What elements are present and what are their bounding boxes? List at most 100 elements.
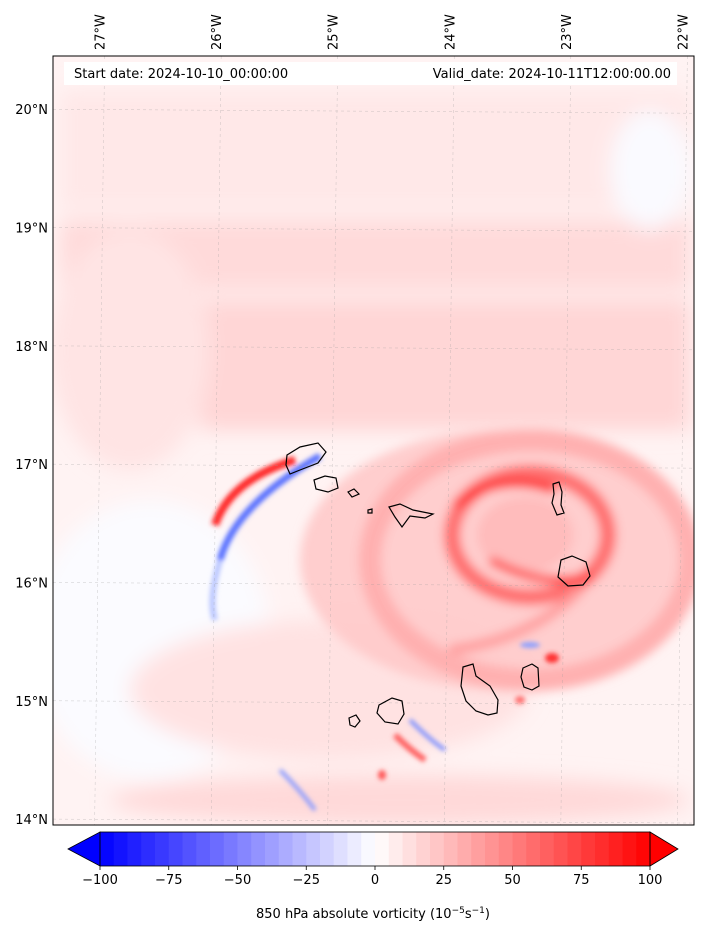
colorbar-segment <box>581 832 596 866</box>
island-brava <box>348 714 361 728</box>
lon-tick-label: 27°W <box>94 14 109 50</box>
bg-south-edge <box>110 775 690 825</box>
colorbar-segment <box>127 832 142 866</box>
red-spot-south <box>545 653 559 663</box>
bg-west-lobe <box>53 230 210 470</box>
gridline-lon <box>210 55 222 826</box>
colorbar-segment <box>388 832 404 866</box>
colorbar-ticks: −100 −75 −50 −25 0 25 50 75 100 <box>82 866 662 888</box>
lon-tick-label: 22°W <box>676 14 691 50</box>
gridline-lon <box>560 55 572 826</box>
colorbar-tick-label: 100 <box>638 873 663 888</box>
gridline-lon <box>677 55 688 826</box>
colorbar-segment <box>292 832 307 866</box>
colorbar-segment <box>196 832 211 866</box>
lat-tick-label: 20°N <box>15 103 48 118</box>
colorbar-segment <box>347 832 362 866</box>
gridline-lon <box>444 55 455 826</box>
colorbar-segments <box>100 832 651 866</box>
coastlines <box>285 442 591 728</box>
colorbar-segment <box>485 832 500 866</box>
lon-axis: 27°W 26°W 25°W 24°W 23°W 22°W <box>94 14 692 50</box>
island-fogo <box>376 697 405 725</box>
colorbar-tick-label: −75 <box>155 873 182 888</box>
valid-date-label: Valid_date: 2024-10-11T12:00:00.00 <box>433 67 671 82</box>
island-sal <box>551 481 565 516</box>
colorbar-tick-label: 25 <box>435 873 452 888</box>
lat-tick-label: 17°N <box>15 458 48 473</box>
island-santiago <box>460 663 499 716</box>
red-spot-east <box>515 696 525 704</box>
colorbar-segment <box>182 832 197 866</box>
red-spot-sw <box>378 770 386 780</box>
cyclone-core <box>477 497 573 573</box>
colorbar-segment <box>567 832 582 866</box>
blue-spot-east <box>520 642 540 648</box>
colorbar-segment <box>155 832 170 866</box>
gridline-lat <box>52 345 695 351</box>
cyclone-spiral-south <box>449 586 584 655</box>
gridline-lat <box>52 463 695 469</box>
colorbar-segment <box>278 832 294 866</box>
island-sao-vicente <box>313 475 339 493</box>
colorbar-segment <box>141 832 156 866</box>
map-panel: Start date: 2024-10-10_00:00:00 Valid_da… <box>52 55 695 826</box>
cyclone-ring-outer <box>359 429 694 691</box>
colorbar-tick-label: −100 <box>82 873 118 888</box>
lon-tick-label: 26°W <box>210 14 225 50</box>
gridline-lat <box>52 700 695 706</box>
island-boa-vista <box>557 555 591 587</box>
island-sao-nicolau <box>388 503 435 529</box>
gridline-lat <box>52 227 695 232</box>
start-date-label: Start date: 2024-10-10_00:00:00 <box>74 67 288 82</box>
lat-axis: 20°N 19°N 18°N 17°N 16°N 15°N 14°N <box>15 103 48 828</box>
gridline-lon <box>327 55 338 826</box>
colorbar-segment <box>320 832 335 866</box>
lat-tick-label: 18°N <box>15 340 48 355</box>
colorbar-tick-label: −25 <box>293 873 320 888</box>
gridline-lat <box>52 818 695 824</box>
colorbar-segment <box>457 832 472 866</box>
colorbar-segment <box>113 832 129 866</box>
colorbar: −100 −75 −50 −25 0 25 50 75 100 850 hPa absolute… <box>67 831 679 922</box>
header-strip <box>64 62 677 85</box>
colorbar-segment <box>361 832 376 866</box>
lat-tick-label: 15°N <box>15 695 48 710</box>
lat-tick-label: 14°N <box>15 813 48 828</box>
fogo-wake-blue <box>408 718 447 752</box>
colorbar-segment <box>416 832 431 866</box>
colorbar-segment <box>333 832 349 866</box>
island-santo-antao <box>285 442 327 475</box>
island-branco <box>367 508 373 514</box>
cyclone-ring <box>444 465 616 605</box>
colorbar-segment <box>430 832 445 866</box>
colorbar-segment <box>168 832 184 866</box>
gridlines <box>52 55 695 826</box>
colorbar-tick-label: 0 <box>371 873 379 888</box>
gridline-lon <box>94 55 105 826</box>
colorbar-segment <box>512 832 527 866</box>
colorbar-segment <box>608 832 624 866</box>
colorbar-extend-right <box>649 831 679 867</box>
colorbar-extend-left <box>67 831 101 867</box>
bg-band-north <box>60 90 690 210</box>
colorbar-title: 850 hPa absolute vorticity (10−5s−1) <box>256 906 490 922</box>
colorbar-segment <box>636 832 651 866</box>
lat-tick-label: 19°N <box>15 222 48 237</box>
colorbar-segment <box>553 832 569 866</box>
colorbar-segment <box>210 832 225 866</box>
gridline-lat <box>52 108 695 114</box>
colorbar-segment <box>251 832 266 866</box>
colorbar-segment <box>471 832 486 866</box>
shear-band-positive <box>211 456 297 527</box>
colorbar-segment <box>595 832 610 866</box>
lon-tick-label: 24°W <box>443 14 458 50</box>
lat-tick-label: 16°N <box>15 576 48 591</box>
bg-band-mid <box>200 300 690 430</box>
colorbar-segment <box>443 832 459 866</box>
colorbar-segment <box>375 832 390 866</box>
colorbar-segment <box>265 832 280 866</box>
vorticity-field <box>53 90 694 825</box>
island-santa-luzia <box>347 488 361 498</box>
